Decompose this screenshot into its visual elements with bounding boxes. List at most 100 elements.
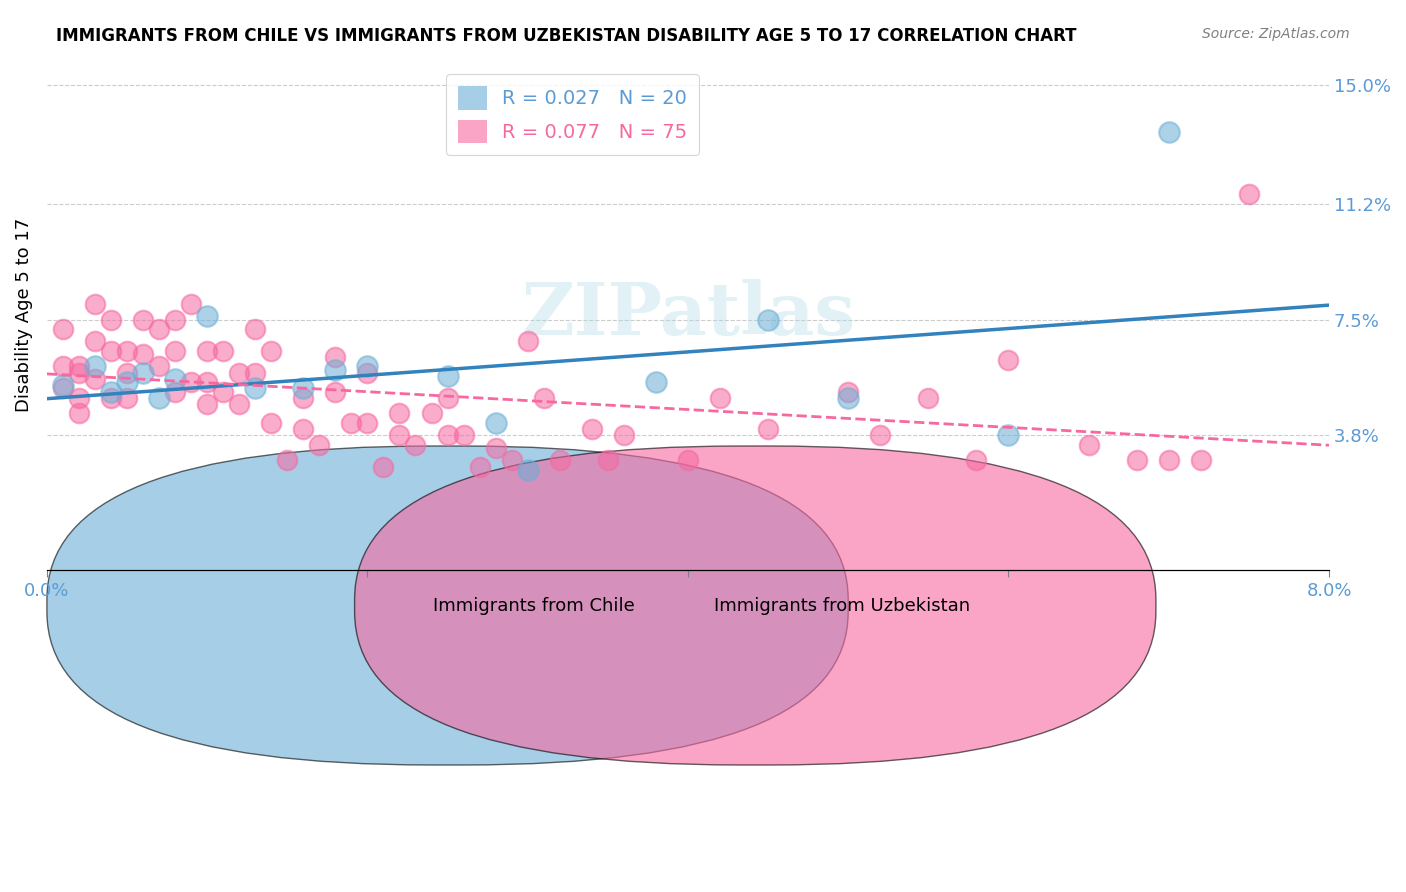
Point bbox=[1189, 453, 1212, 467]
Point bbox=[292, 381, 315, 395]
Point bbox=[115, 343, 138, 358]
Point bbox=[260, 416, 283, 430]
Point bbox=[67, 359, 90, 374]
Point bbox=[260, 343, 283, 358]
Point bbox=[100, 312, 122, 326]
Point bbox=[84, 372, 107, 386]
Point bbox=[516, 463, 538, 477]
FancyBboxPatch shape bbox=[46, 446, 848, 765]
Point bbox=[516, 334, 538, 349]
Point bbox=[84, 297, 107, 311]
Point bbox=[613, 428, 636, 442]
Point bbox=[436, 391, 458, 405]
Point bbox=[965, 453, 987, 467]
Text: ZIPatlas: ZIPatlas bbox=[520, 279, 855, 351]
Point bbox=[148, 359, 170, 374]
Point bbox=[195, 343, 218, 358]
Point bbox=[325, 384, 347, 399]
Point bbox=[756, 422, 779, 436]
Text: IMMIGRANTS FROM CHILE VS IMMIGRANTS FROM UZBEKISTAN DISABILITY AGE 5 TO 17 CORRE: IMMIGRANTS FROM CHILE VS IMMIGRANTS FROM… bbox=[56, 27, 1077, 45]
Point bbox=[436, 428, 458, 442]
Point bbox=[644, 375, 666, 389]
Point bbox=[292, 422, 315, 436]
Point bbox=[837, 391, 859, 405]
Point bbox=[548, 453, 571, 467]
Point bbox=[132, 366, 155, 380]
Point bbox=[245, 381, 267, 395]
Point bbox=[195, 397, 218, 411]
FancyBboxPatch shape bbox=[354, 446, 1156, 765]
Point bbox=[67, 366, 90, 380]
Point bbox=[1077, 438, 1099, 452]
Point bbox=[100, 391, 122, 405]
Point bbox=[52, 359, 75, 374]
Point bbox=[405, 438, 427, 452]
Text: Immigrants from Uzbekistan: Immigrants from Uzbekistan bbox=[714, 597, 970, 615]
Point bbox=[195, 375, 218, 389]
Point bbox=[1237, 187, 1260, 202]
Point bbox=[373, 459, 395, 474]
Point bbox=[115, 391, 138, 405]
Point bbox=[165, 343, 187, 358]
Point bbox=[1125, 453, 1147, 467]
Point bbox=[420, 407, 443, 421]
Point bbox=[501, 453, 523, 467]
Point bbox=[596, 453, 619, 467]
Point bbox=[180, 375, 202, 389]
Point bbox=[67, 407, 90, 421]
Point bbox=[100, 343, 122, 358]
Point bbox=[132, 347, 155, 361]
Point bbox=[581, 422, 603, 436]
Point bbox=[276, 453, 298, 467]
Point bbox=[356, 359, 378, 374]
Point bbox=[308, 438, 330, 452]
Point bbox=[756, 312, 779, 326]
Point bbox=[436, 368, 458, 383]
Point bbox=[52, 322, 75, 336]
Point bbox=[180, 297, 202, 311]
Point bbox=[485, 416, 508, 430]
Point bbox=[165, 384, 187, 399]
Point bbox=[997, 353, 1019, 368]
Point bbox=[837, 384, 859, 399]
Point bbox=[340, 416, 363, 430]
Point bbox=[709, 391, 731, 405]
Point bbox=[100, 384, 122, 399]
Point bbox=[325, 350, 347, 364]
Point bbox=[84, 334, 107, 349]
Point bbox=[148, 322, 170, 336]
Point bbox=[533, 391, 555, 405]
Point bbox=[356, 416, 378, 430]
Legend: R = 0.027   N = 20, R = 0.077   N = 75: R = 0.027 N = 20, R = 0.077 N = 75 bbox=[446, 74, 699, 155]
Point bbox=[1157, 125, 1180, 139]
Point bbox=[148, 391, 170, 405]
Point bbox=[388, 428, 411, 442]
Point bbox=[115, 366, 138, 380]
Point bbox=[228, 397, 250, 411]
Point bbox=[67, 391, 90, 405]
Point bbox=[869, 428, 891, 442]
Point bbox=[468, 459, 491, 474]
Point bbox=[228, 366, 250, 380]
Point bbox=[165, 312, 187, 326]
Point bbox=[115, 375, 138, 389]
Point bbox=[997, 428, 1019, 442]
Point bbox=[388, 407, 411, 421]
Point bbox=[132, 312, 155, 326]
Point bbox=[52, 381, 75, 395]
Point bbox=[453, 428, 475, 442]
Point bbox=[245, 322, 267, 336]
Point bbox=[165, 372, 187, 386]
Point bbox=[212, 384, 235, 399]
Text: Source: ZipAtlas.com: Source: ZipAtlas.com bbox=[1202, 27, 1350, 41]
Point bbox=[485, 441, 508, 455]
Point bbox=[356, 366, 378, 380]
Point bbox=[325, 362, 347, 376]
Point bbox=[917, 391, 939, 405]
Point bbox=[292, 391, 315, 405]
Point bbox=[245, 366, 267, 380]
Point bbox=[52, 378, 75, 392]
Point bbox=[195, 310, 218, 324]
Point bbox=[1157, 453, 1180, 467]
Point bbox=[676, 453, 699, 467]
